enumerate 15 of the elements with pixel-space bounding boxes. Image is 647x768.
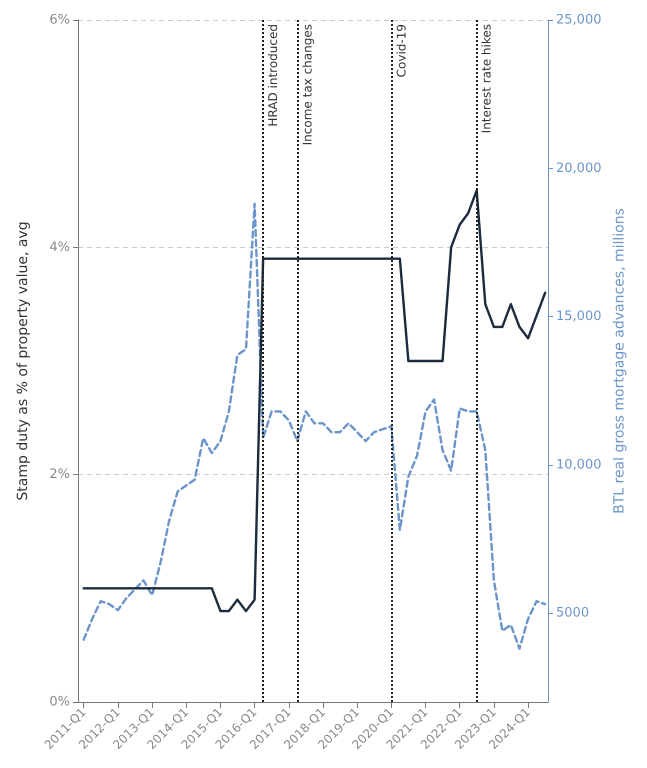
y2-tick-label: 20,000 <box>556 160 602 176</box>
ref-line-label: Income tax changes <box>300 24 314 146</box>
y-tick-label: 0% <box>49 694 70 710</box>
y2-tick-label: 15,000 <box>556 309 602 324</box>
ref-line-label: Interest rate hikes <box>480 24 494 134</box>
y2-tick-label: 25,000 <box>556 12 602 28</box>
y-tick-label: 2% <box>49 467 70 482</box>
y-axis-title: Stamp duty as % of property value, avg <box>15 221 31 501</box>
y2-axis-title: BTL real gross mortgage advances, millions <box>611 208 628 514</box>
y-tick-label: 4% <box>49 240 70 255</box>
y2-tick-label: 10,000 <box>556 457 602 472</box>
y2-tick-label: 5000 <box>556 606 590 621</box>
ref-line-label: HRAD introduced <box>266 24 280 127</box>
y-tick-label: 6% <box>49 12 70 28</box>
ref-line-label: Covid-19 <box>394 24 408 78</box>
